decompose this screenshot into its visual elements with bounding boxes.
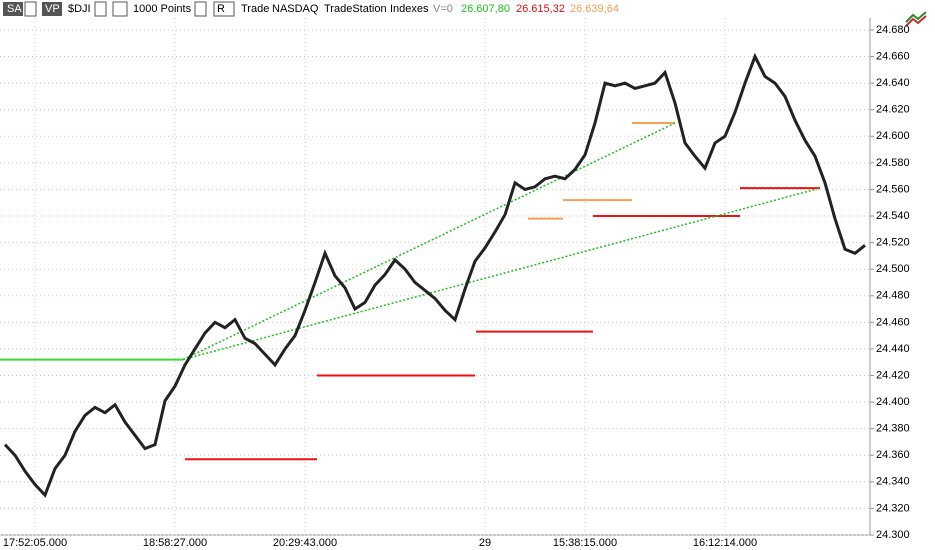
symbol-type-button[interactable] [3, 2, 23, 16]
exchange: NASDAQ [272, 3, 319, 15]
y-tick-label: 24.620 [876, 104, 910, 116]
dropdown[interactable] [194, 1, 207, 17]
dropdown[interactable] [24, 1, 37, 17]
profile: VP [45, 3, 60, 15]
symbol-type: SA [7, 3, 22, 15]
y-tick-label: 24.540 [876, 210, 910, 222]
x-tick-label: 17:52:05.000 [3, 537, 67, 549]
y-tick-label: 24.640 [876, 77, 910, 89]
chart-icon[interactable] [905, 11, 927, 27]
price-line [3, 52, 866, 498]
category: Indexes [390, 3, 429, 15]
y-tick-label: 24.680 [876, 24, 910, 36]
y-tick-label: 24.420 [876, 369, 910, 381]
y-tick-label: 24.400 [876, 396, 910, 408]
y-tick-label: 24.460 [876, 316, 910, 328]
y-tick-label: 24.480 [876, 290, 910, 302]
symbol: $DJI [68, 3, 91, 15]
y-tick-label: 24.300 [876, 529, 910, 541]
x-tick-label: 20:29:43.000 [273, 537, 337, 549]
range: R [217, 3, 225, 15]
x-tick-label: 15:38:15.000 [553, 537, 617, 549]
x-tick-label: 29 [479, 537, 491, 549]
x-tick-label: 16:12:14.000 [693, 537, 757, 549]
y-tick-label: 24.360 [876, 449, 910, 461]
trend-line [182, 187, 821, 361]
y-tick-label: 24.500 [876, 263, 910, 275]
source: TradeStation [324, 3, 387, 15]
y-tick-label: 24.600 [876, 130, 910, 142]
interval-button[interactable] [112, 1, 128, 17]
quote: 26.607,80 [461, 3, 510, 15]
quote: 26.615,32 [516, 3, 565, 15]
y-tick-label: 24.560 [876, 183, 910, 195]
x-tick-label: 18:58:27.000 [143, 537, 207, 549]
data-type: Trade [241, 3, 269, 15]
interval: 1000 Points [133, 3, 192, 15]
volume: V=0 [433, 3, 453, 15]
y-tick-label: 24.520 [876, 237, 910, 249]
y-tick-label: 24.660 [876, 50, 910, 62]
trend-line [182, 122, 676, 361]
y-tick-label: 24.340 [876, 476, 910, 488]
y-tick-label: 24.320 [876, 502, 910, 514]
quote: 26.639,64 [570, 3, 619, 15]
profile-button[interactable] [42, 2, 62, 16]
y-tick-label: 24.440 [876, 343, 910, 355]
y-tick-label: 24.380 [876, 423, 910, 435]
range-button[interactable] [213, 1, 235, 17]
dropdown[interactable] [94, 1, 107, 17]
y-tick-label: 24.580 [876, 157, 910, 169]
